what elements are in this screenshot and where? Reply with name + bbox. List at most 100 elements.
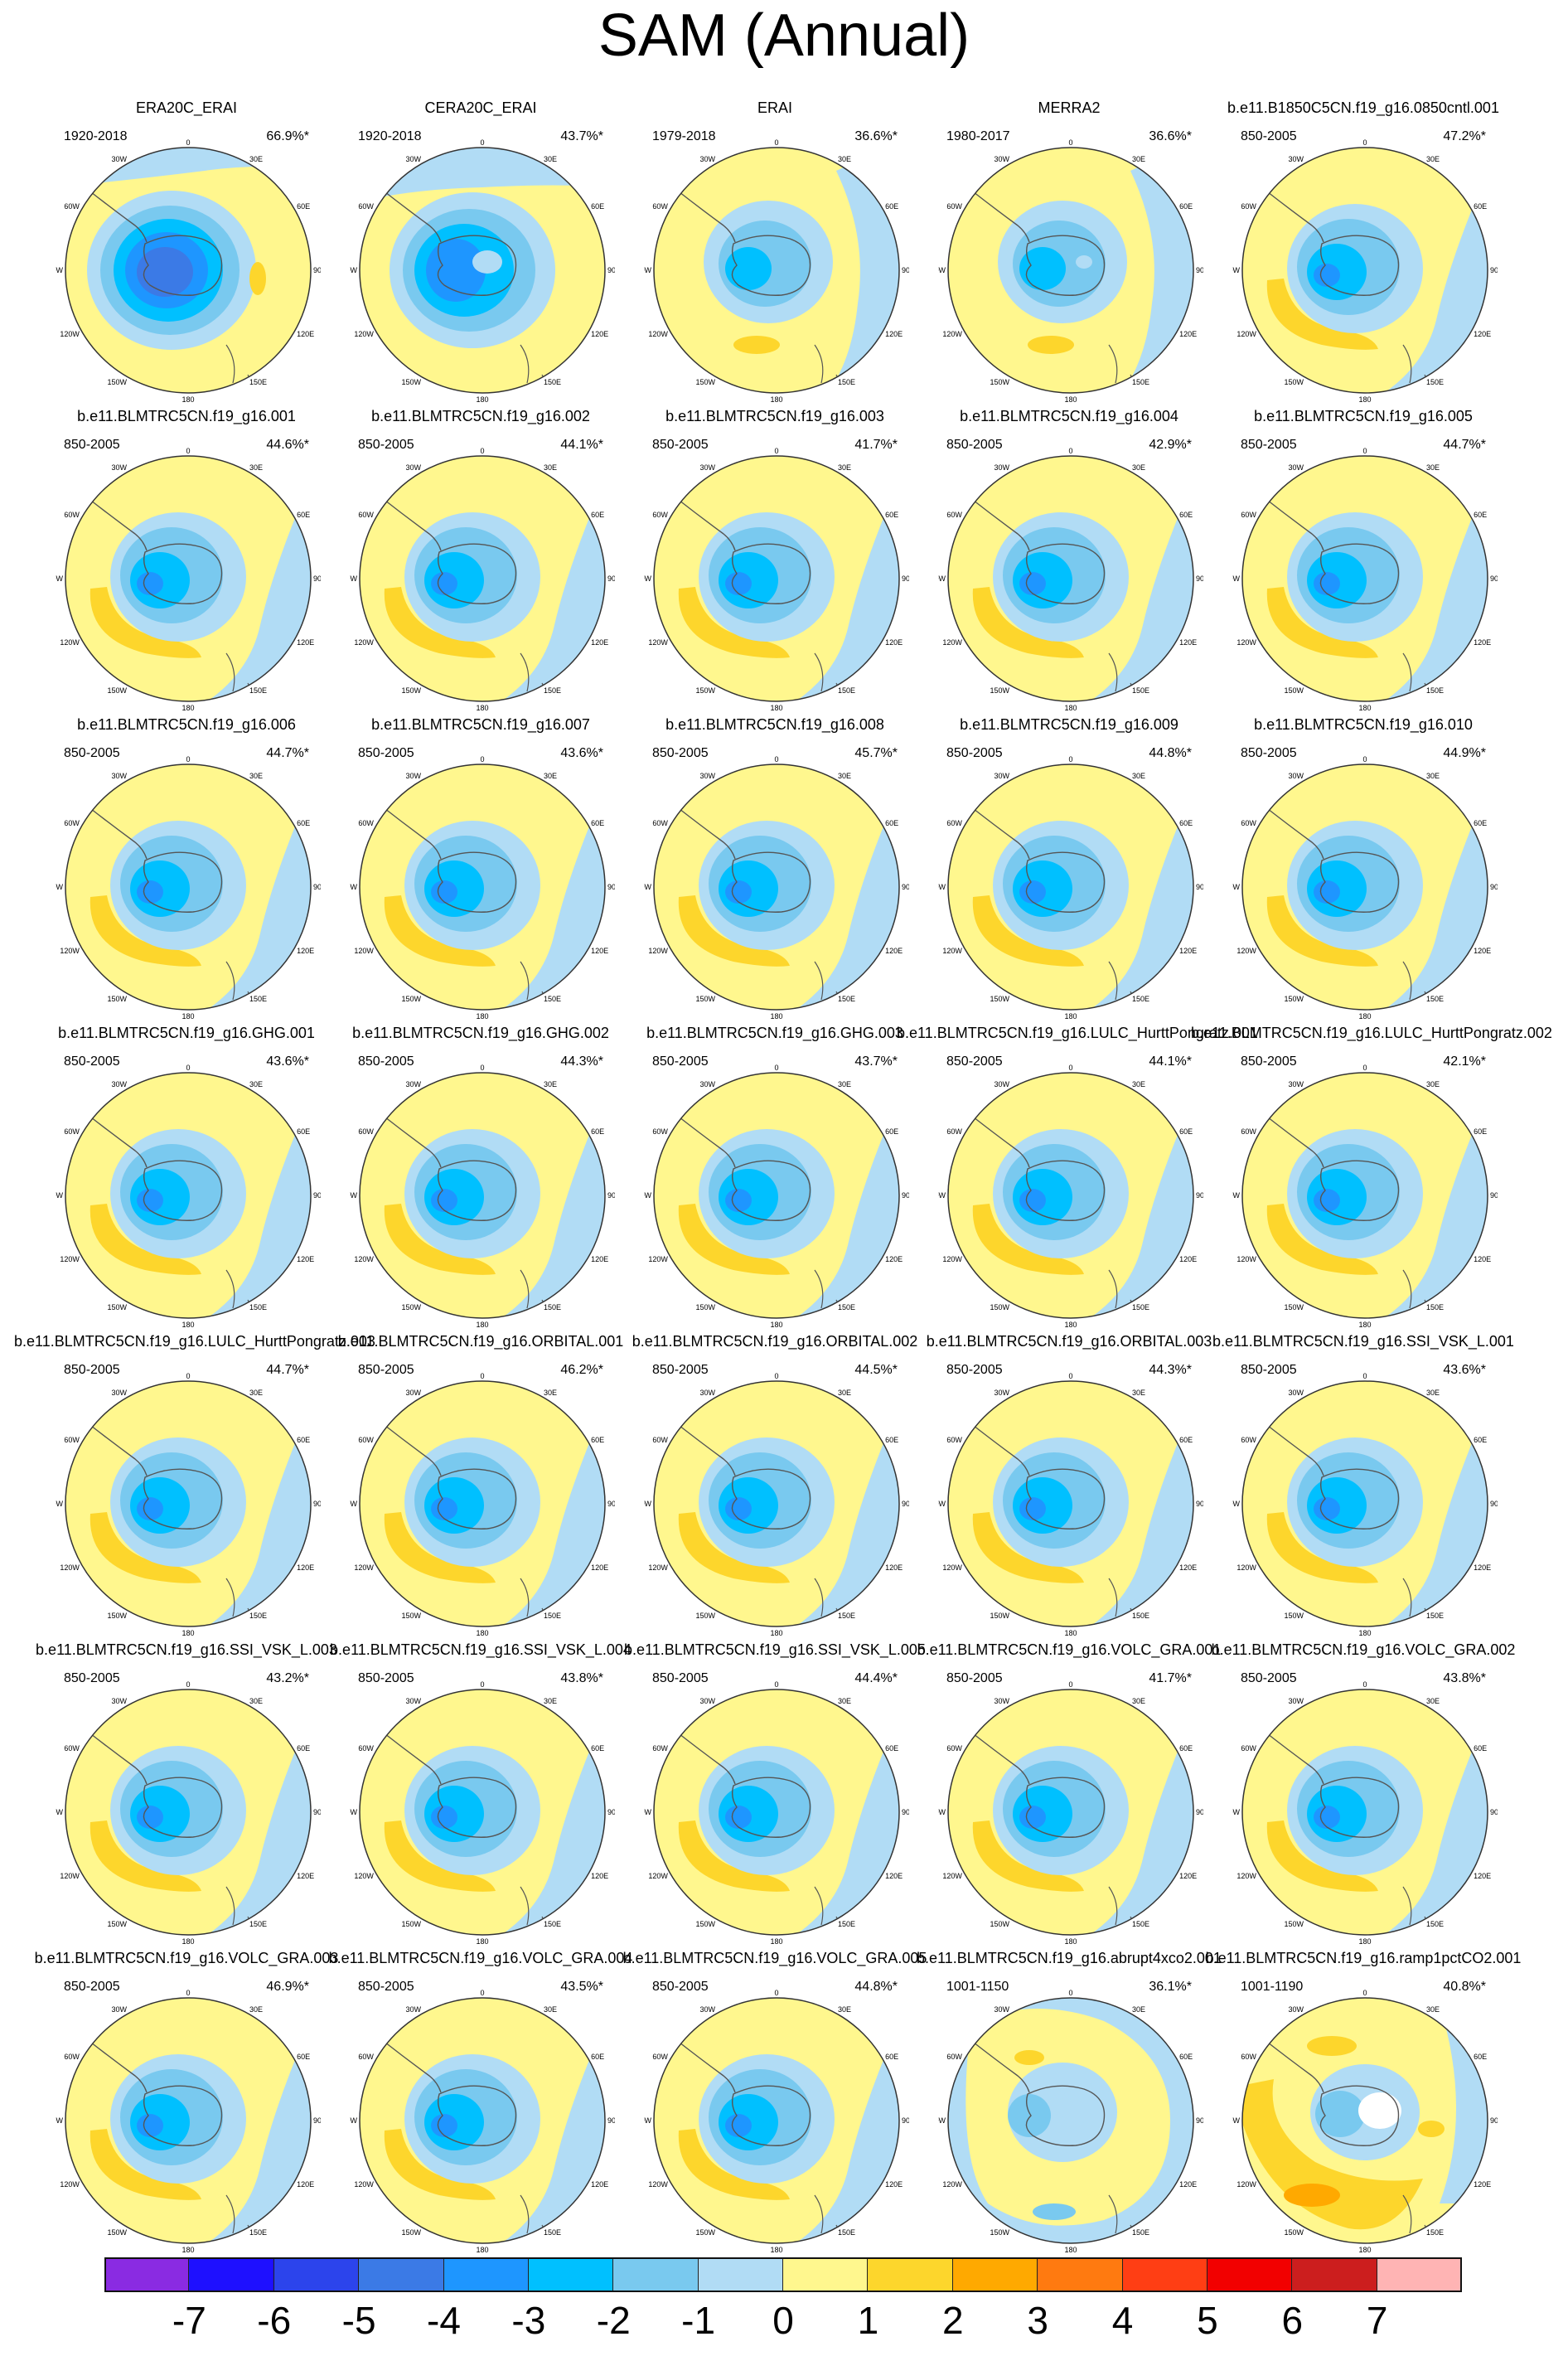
positive-spot-east [249,262,266,295]
panel-variance-percent: 40.8%* [1443,1980,1486,1994]
longitude-label-rb: 120E [297,1563,314,1572]
polar-stereographic-map: 0 180 90W 90E 30E 30W 60E 60W 120E 120W 150E 150W [56,1989,321,2253]
longitude-label-right: 90E [1490,1191,1498,1200]
positive-spot-east [1418,2121,1445,2137]
longitude-label-lt: 60W [946,202,962,211]
panel-variance-percent: 43.7%* [854,1054,898,1069]
panel-years: 850-2005 [652,1054,709,1069]
longitude-label-bottom: 180 [1064,2246,1077,2253]
longitude-label-br: 150E [1132,1920,1149,1928]
polar-stereographic-map: 0 180 90W 90E 30E 30W 60E 60W 120E 120W 150E 150W [938,1680,1203,1945]
colorbar-swatch [1122,2257,1207,2292]
map-panel: b.e11.BLMTRC5CN.f19_g16.VOLC_GRA.004 850-… [329,1950,633,2253]
longitude-label-right: 90E [607,1191,615,1200]
south-america-coast [1263,805,1324,860]
map-boundary [359,147,606,394]
longitude-label-tr: 30E [249,772,263,780]
panel-variance-percent: 36.1%* [1149,1980,1192,1994]
longitude-label-rb: 120E [1474,638,1491,647]
polar-stereographic-map: 0 180 90W 90E 30E 30W 60E 60W 120E 120W 150E 150W [644,1372,909,1636]
colorbar-swatch [1292,2257,1377,2292]
longitude-label-rt: 60E [591,202,604,211]
map-panel: b.e11.BLMTRC5CN.f19_g16.009 850-2005 44.8%… [922,716,1217,1020]
panel-title: b.e11.BLMTRC5CN.f19_g16.004 [960,408,1178,424]
panel-variance-percent: 44.3%* [1149,1363,1192,1377]
longitude-label-bottom: 180 [770,1937,782,1945]
longitude-label-lt: 60W [652,1744,668,1752]
longitude-label-lb: 120W [60,1872,80,1880]
antarctica-outline [1025,1777,1106,1838]
antarctica-outline [731,1777,811,1838]
south-america-coast [675,1113,736,1168]
longitude-label-bl: 150W [695,1920,715,1928]
longitude-label-left: 90W [350,1808,357,1816]
panel-years: 1920-2018 [64,129,128,143]
longitude-label-br: 150E [1426,1612,1444,1620]
panel-years: 1001-1150 [946,1980,1009,1994]
longitude-label-bottom: 180 [770,395,782,403]
map-panel: b.e11.BLMTRC5CN.f19_g16.010 850-2005 44.9%… [1216,716,1511,1020]
longitude-label-bl: 150W [1284,378,1304,386]
longitude-label-rb: 120E [591,1872,608,1880]
longitude-label-tr: 30E [544,155,557,163]
colorbar-swatch [698,2257,783,2292]
low-core [1019,572,1046,595]
longitude-label-rt: 60E [591,2053,604,2061]
colorbar-swatch [189,2257,274,2292]
longitude-label-tr: 30E [838,155,851,163]
longitude-label-right: 90E [313,2116,321,2125]
longitude-label-bl: 150W [401,378,421,386]
polar-stereographic-map: 0 180 90W 90E 30E 30W 60E 60W 120E 120W 150E 150W [350,755,615,1020]
antarctica-outline [437,1468,517,1529]
longitude-label-left: 90W [1232,1500,1240,1508]
longitude-label-bl: 150W [107,1303,127,1311]
longitude-label-left: 90W [350,1191,357,1200]
south-america-coast [1263,188,1324,243]
longitude-label-right: 90E [902,266,909,274]
longitude-label-lt: 60W [946,1127,962,1136]
longitude-label-right: 90E [1196,574,1203,583]
longitude-label-bl: 150W [990,995,1009,1003]
africa-coast [1145,1699,1168,1720]
south-america-coast [86,2038,148,2093]
longitude-label-right: 90E [313,266,321,274]
map-boundary [359,1997,606,2244]
panel-years: 850-2005 [64,1980,120,1994]
longitude-label-lt: 60W [358,511,374,519]
antarctica-outline [1025,2085,1106,2146]
map-boundary [1241,1380,1488,1627]
panel-title: CERA20C_ERAI [424,99,537,116]
africa-coast [1439,465,1462,487]
colorbar-swatch [1038,2257,1123,2292]
panel-years: 850-2005 [64,438,120,452]
polar-stereographic-map: 0 180 90W 90E 30E 30W 60E 60W 120E 120W 150E 150W [350,138,615,403]
panel-variance-percent: 41.7%* [854,438,898,452]
south-america-coast [675,188,736,243]
low-core [1315,2091,1365,2137]
panel-title: b.e11.BLMTRC5CN.f19_g16.VOLC_GRA.003 [34,1950,339,1966]
longitude-label-bottom: 180 [181,395,194,403]
longitude-label-left: 90W [938,1191,946,1200]
colorbar-tick-label: -1 [681,2299,716,2342]
longitude-label-bl: 150W [401,1612,421,1620]
longitude-label-tr: 30E [1132,1080,1145,1088]
longitude-label-br: 150E [1132,378,1149,386]
longitude-label-rb: 120E [1474,330,1491,338]
longitude-label-rb: 120E [591,947,608,955]
longitude-label-top: 0 [1362,1989,1367,1997]
longitude-label-rt: 60E [1179,2053,1193,2061]
panel-years: 850-2005 [1241,129,1297,143]
polar-stereographic-map: 0 180 90W 90E 30E 30W 60E 60W 120E 120W 150E 150W [644,1989,909,2253]
low-core [725,1806,752,1829]
longitude-label-bl: 150W [107,1612,127,1620]
africa-coast [1145,465,1168,487]
longitude-label-tr: 30E [838,772,851,780]
longitude-label-bl: 150W [1284,1920,1304,1928]
panel-variance-percent: 44.7%* [266,1363,309,1377]
longitude-label-tl: 30W [111,1389,127,1397]
longitude-label-right: 90E [902,1500,909,1508]
map-panel: b.e11.BLMTRC5CN.f19_g16.004 850-2005 42.9%… [922,408,1217,711]
longitude-label-tr: 30E [1132,2005,1145,2014]
panel-variance-percent: 43.8%* [560,1671,603,1685]
longitude-label-right: 90E [313,1500,321,1508]
